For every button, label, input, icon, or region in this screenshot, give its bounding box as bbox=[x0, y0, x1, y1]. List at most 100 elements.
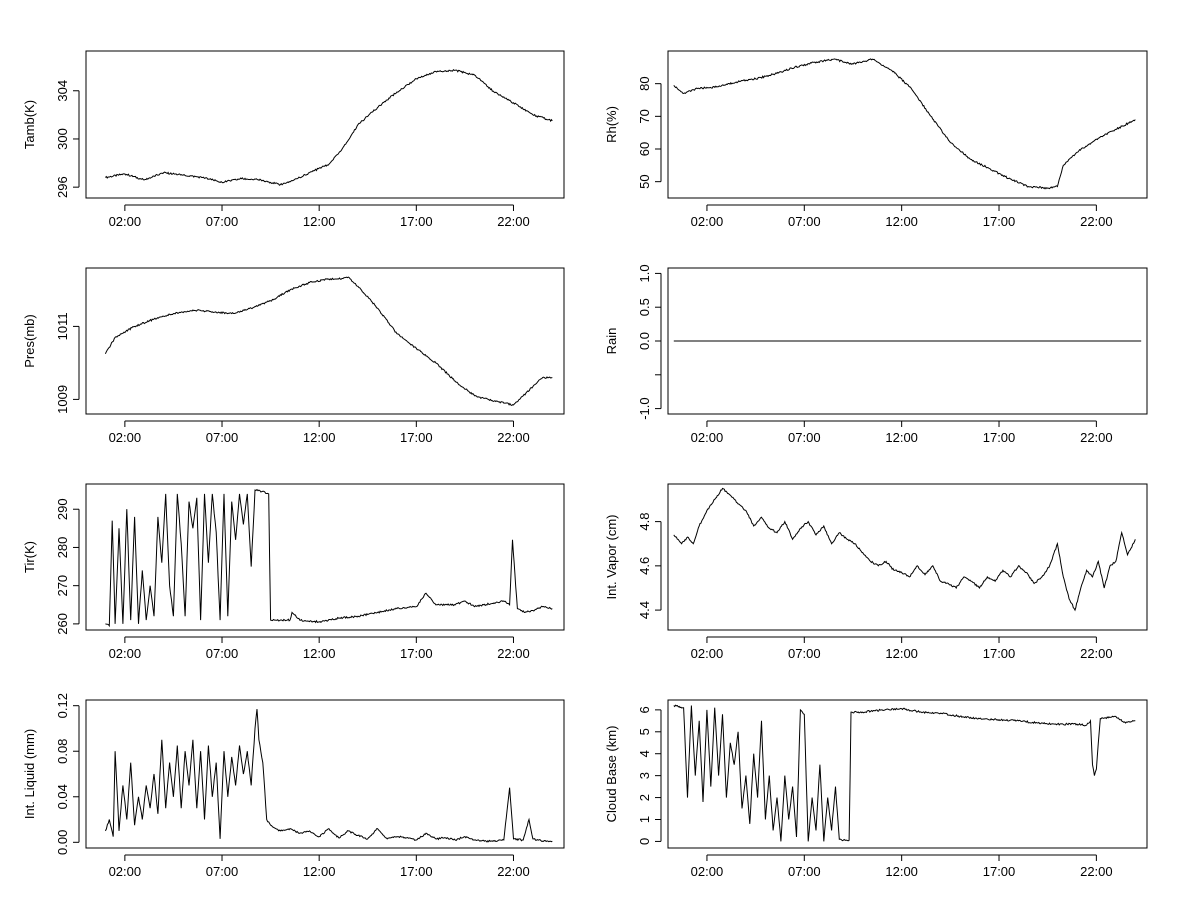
y-tick-label: 4.8 bbox=[637, 513, 652, 531]
x-tick-label: 02:00 bbox=[691, 214, 724, 229]
x-tick-label: 12:00 bbox=[303, 214, 336, 229]
x-tick-label: 12:00 bbox=[303, 646, 336, 661]
y-tick-label: 3 bbox=[637, 772, 652, 779]
y-tick-label: 80 bbox=[637, 76, 652, 90]
y-tick-label: 0 bbox=[637, 838, 652, 845]
x-tick-label: 02:00 bbox=[109, 646, 142, 661]
y-tick-label: 260 bbox=[55, 613, 70, 635]
y-axis-label: Tamb(K) bbox=[22, 100, 37, 149]
x-tick-label: 02:00 bbox=[109, 430, 142, 445]
panel-3: 02:00 07:00 12:00 17:00 22:00 1009 1011 Pres(mb… bbox=[22, 267, 565, 445]
y-tick-label: 0.5 bbox=[637, 298, 652, 316]
y-axis-label: Rain bbox=[604, 328, 619, 355]
x-tick-label: 07:00 bbox=[206, 646, 239, 661]
y-tick-label: 6 bbox=[637, 706, 652, 713]
y-axis-label: Int. Liquid (mm) bbox=[22, 729, 37, 819]
y-tick-label: 1009 bbox=[55, 385, 70, 414]
y-axis-label: Pres(mb) bbox=[22, 314, 37, 367]
panel-7: 02:00 07:00 12:00 17:00 22:00 0.00 0.04 0.08 0.1… bbox=[22, 693, 565, 879]
panel-1: 02:00 07:00 12:00 17:00 22:00 296 300 304 Tamb(K… bbox=[22, 50, 565, 229]
x-tick-label: 22:00 bbox=[497, 430, 530, 445]
x-tick-label: 02:00 bbox=[691, 430, 724, 445]
series-line bbox=[105, 488, 553, 628]
plot-frame bbox=[85, 50, 565, 199]
y-tick-label: 1011 bbox=[55, 312, 70, 340]
y-axis-label: Int. Vapor (cm) bbox=[604, 514, 619, 599]
y-tick-label: 1.0 bbox=[637, 264, 652, 282]
x-tick-label: 12:00 bbox=[885, 864, 918, 879]
x-tick-label: 07:00 bbox=[206, 214, 239, 229]
y-tick-label: 2 bbox=[637, 794, 652, 801]
series-line bbox=[673, 704, 1136, 842]
plot-frame bbox=[667, 699, 1148, 849]
y-tick-label: 0.08 bbox=[55, 739, 70, 764]
x-tick-label: 22:00 bbox=[1080, 214, 1113, 229]
y-tick-label: 0.00 bbox=[55, 830, 70, 855]
y-axis-label: Rh(%) bbox=[604, 106, 619, 143]
x-tick-label: 17:00 bbox=[983, 430, 1016, 445]
y-tick-label: 4 bbox=[637, 750, 652, 757]
y-tick-label: 296 bbox=[55, 176, 70, 198]
x-tick-label: 07:00 bbox=[788, 430, 821, 445]
x-tick-label: 12:00 bbox=[303, 430, 336, 445]
y-tick-label: 0.12 bbox=[55, 693, 70, 718]
y-tick-label: 304 bbox=[55, 80, 70, 102]
y-tick-label: -1.0 bbox=[637, 397, 652, 419]
series-line bbox=[104, 276, 553, 406]
x-tick-label: 02:00 bbox=[691, 864, 724, 879]
y-tick-label: 270 bbox=[55, 575, 70, 597]
x-tick-label: 02:00 bbox=[691, 646, 724, 661]
y-tick-label: 0.0 bbox=[637, 332, 652, 350]
plot-frame bbox=[667, 267, 1148, 415]
x-tick-label: 22:00 bbox=[497, 864, 530, 879]
x-tick-label: 17:00 bbox=[400, 646, 433, 661]
y-tick-label: 70 bbox=[637, 109, 652, 123]
y-tick-label: 280 bbox=[55, 537, 70, 559]
x-tick-label: 22:00 bbox=[1080, 864, 1113, 879]
series-line bbox=[105, 68, 553, 186]
series-line bbox=[673, 487, 1136, 612]
y-tick-label: 1 bbox=[637, 816, 652, 823]
x-tick-label: 02:00 bbox=[109, 864, 142, 879]
x-tick-label: 07:00 bbox=[788, 214, 821, 229]
panel-6: 02:00 07:00 12:00 17:00 22:00 4.4 4.6 4.8 Int. V… bbox=[604, 483, 1148, 661]
x-tick-label: 22:00 bbox=[497, 646, 530, 661]
plot-frame bbox=[85, 699, 565, 849]
y-tick-label: 300 bbox=[55, 128, 70, 150]
panel-4: 02:00 07:00 12:00 17:00 22:00 -1.0 0.0 0.5 1.0 Ra… bbox=[604, 264, 1148, 445]
x-tick-label: 12:00 bbox=[303, 864, 336, 879]
y-axis-label: Tir(K) bbox=[22, 541, 37, 573]
x-tick-label: 17:00 bbox=[400, 430, 433, 445]
x-tick-label: 17:00 bbox=[400, 864, 433, 879]
x-tick-label: 22:00 bbox=[1080, 646, 1113, 661]
y-tick-label: 290 bbox=[55, 498, 70, 520]
x-tick-label: 22:00 bbox=[1080, 430, 1113, 445]
x-tick-label: 07:00 bbox=[788, 646, 821, 661]
x-tick-label: 12:00 bbox=[885, 214, 918, 229]
x-tick-label: 07:00 bbox=[788, 864, 821, 879]
x-tick-label: 17:00 bbox=[983, 214, 1016, 229]
plot-frame bbox=[667, 483, 1148, 631]
series-line bbox=[104, 709, 553, 843]
x-tick-label: 12:00 bbox=[885, 646, 918, 661]
series-line bbox=[673, 58, 1136, 190]
x-tick-label: 17:00 bbox=[983, 864, 1016, 879]
y-tick-label: 4.4 bbox=[637, 601, 652, 619]
x-tick-label: 22:00 bbox=[497, 214, 530, 229]
y-tick-label: 50 bbox=[637, 174, 652, 188]
x-tick-label: 02:00 bbox=[109, 214, 142, 229]
plot-frame bbox=[85, 483, 565, 631]
y-tick-label: 4.6 bbox=[637, 557, 652, 575]
x-tick-label: 17:00 bbox=[400, 214, 433, 229]
plot-frame bbox=[667, 50, 1148, 199]
x-tick-label: 17:00 bbox=[983, 646, 1016, 661]
x-tick-label: 07:00 bbox=[206, 430, 239, 445]
y-tick-label: 5 bbox=[637, 728, 652, 735]
panel-2: 02:00 07:00 12:00 17:00 22:00 50 60 70 80 Rh(%) bbox=[604, 50, 1148, 229]
y-tick-label: 0.04 bbox=[55, 784, 70, 809]
x-tick-label: 12:00 bbox=[885, 430, 918, 445]
y-axis-label: Cloud Base (km) bbox=[604, 726, 619, 823]
x-tick-label: 07:00 bbox=[206, 864, 239, 879]
plot-frame bbox=[85, 267, 565, 415]
